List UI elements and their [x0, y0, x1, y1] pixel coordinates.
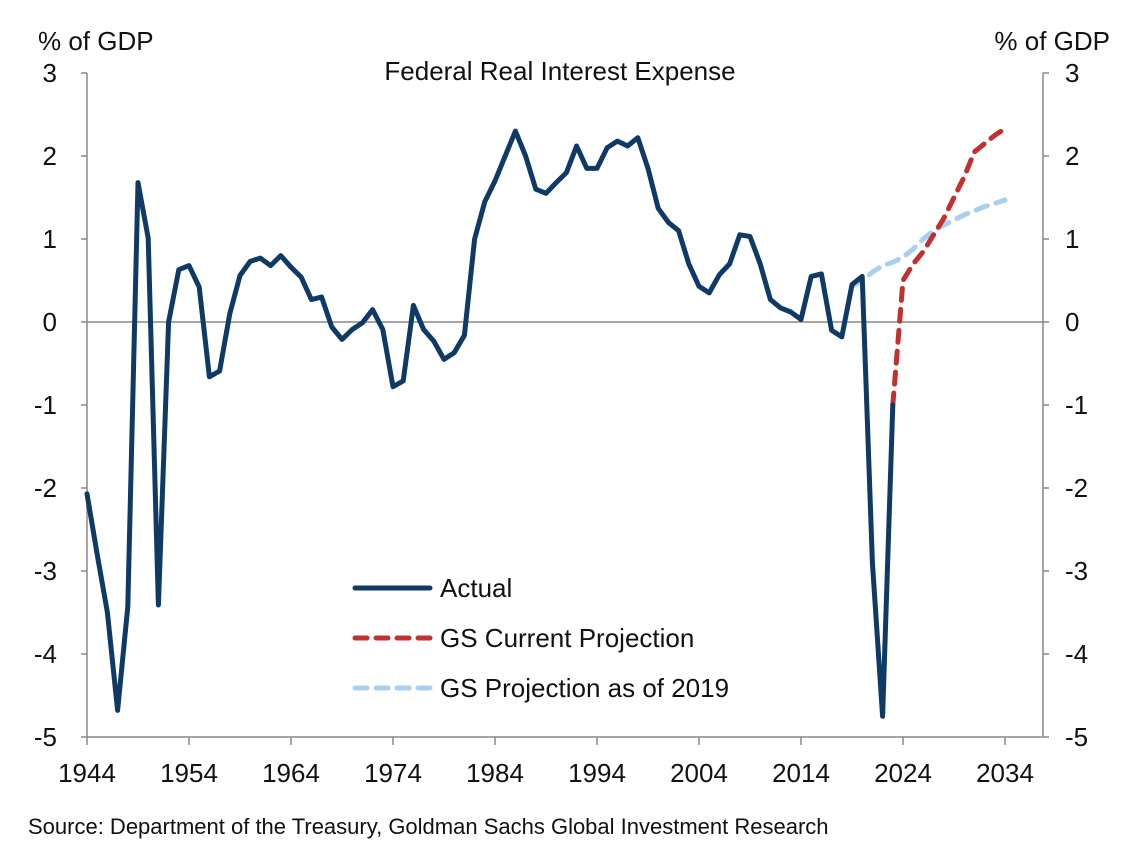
y-tick-label-left: -1 — [34, 390, 57, 420]
y-tick-label-left: -2 — [34, 473, 57, 503]
y-tick-label-left: 3 — [43, 58, 57, 88]
y-tick-label-right: 2 — [1065, 141, 1079, 171]
y-tick-label-right: 0 — [1065, 307, 1079, 337]
x-tick-label: 1984 — [466, 758, 524, 788]
y-tick-label-right: -5 — [1065, 722, 1088, 752]
y-tick-label-left: -4 — [34, 639, 57, 669]
y-tick-label-right: -1 — [1065, 390, 1088, 420]
x-tick-label: 1974 — [364, 758, 422, 788]
chart-title: Federal Real Interest Expense — [384, 56, 735, 86]
legend: Actual GS Current Projection GS Projection… — [352, 573, 729, 703]
y-tick-label-right: -3 — [1065, 556, 1088, 586]
y-tick-label-right: 1 — [1065, 224, 1079, 254]
y-tick-label-left: 0 — [43, 307, 57, 337]
y-tick-label-right: 3 — [1065, 58, 1079, 88]
x-tick-label: 1994 — [568, 758, 626, 788]
y-tick-label-right: -2 — [1065, 473, 1088, 503]
x-tick-label: 2014 — [772, 758, 830, 788]
series-lines — [84, 126, 1008, 719]
source-note: Source: Department of the Treasury, Gold… — [28, 814, 829, 839]
y-tick-label-left: -3 — [34, 556, 57, 586]
y-tick-label-right: -4 — [1065, 639, 1088, 669]
series-line-gs-projection-as-of-2019 — [849, 197, 1008, 289]
left-axis-unit-label: % of GDP — [38, 26, 154, 56]
x-tick-label: 1954 — [160, 758, 218, 788]
legend-label: Actual — [440, 573, 512, 603]
y-tick-label-left: -5 — [34, 722, 57, 752]
x-tick-label: 2024 — [874, 758, 932, 788]
series-line-actual — [84, 128, 896, 719]
y-tick-label-left: 2 — [43, 141, 57, 171]
y-tick-label-left: 1 — [43, 224, 57, 254]
series-line-gs-current-projection — [890, 126, 1008, 408]
x-tick-label: 2004 — [670, 758, 728, 788]
x-tick-label: 1944 — [58, 758, 116, 788]
legend-label: GS Projection as of 2019 — [440, 673, 729, 703]
x-tick-label: 2034 — [976, 758, 1034, 788]
legend-label: GS Current Projection — [440, 623, 694, 653]
x-tick-label: 1964 — [262, 758, 320, 788]
right-axis-unit-label: % of GDP — [994, 26, 1110, 56]
